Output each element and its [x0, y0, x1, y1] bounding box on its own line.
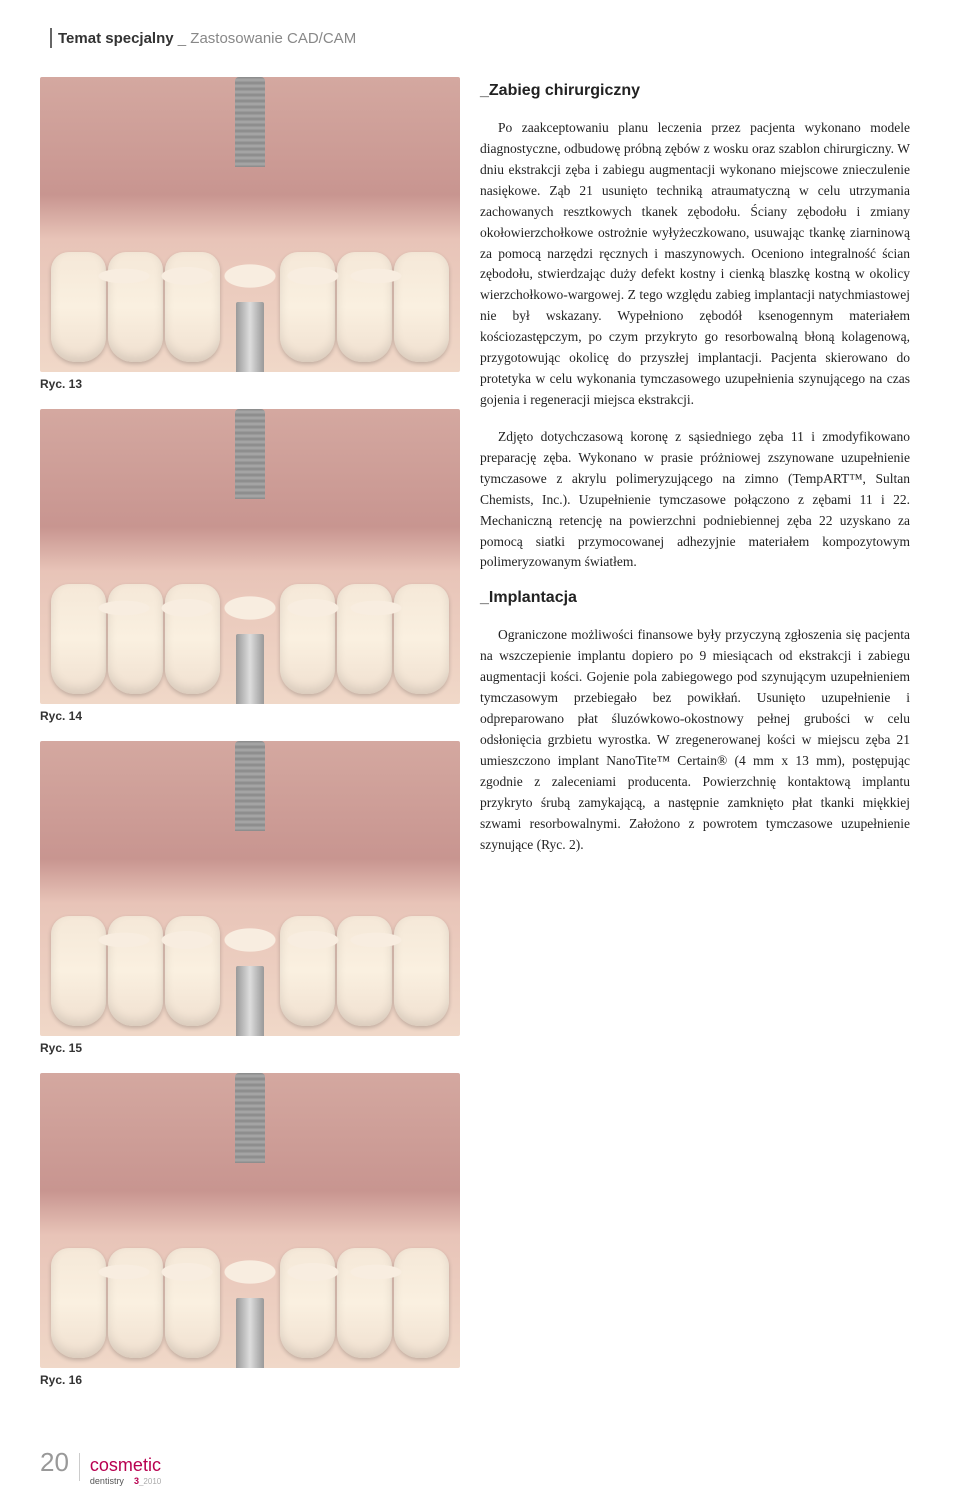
- implant-post-icon: [236, 966, 264, 1036]
- tooth-shape: [51, 252, 106, 362]
- tooth-gap: [222, 916, 277, 1026]
- tooth-shape: [108, 916, 163, 1026]
- tooth-shape: [51, 1248, 106, 1358]
- tooth-shape: [280, 252, 335, 362]
- tooth-shape: [337, 1248, 392, 1358]
- tooth-gap: [222, 584, 277, 694]
- figure-16-label: Ryc. 16: [40, 1373, 460, 1387]
- text-column: _Zabieg chirurgiczny Po zaakceptowaniu p…: [480, 77, 920, 1405]
- tooth-shape: [394, 916, 449, 1026]
- tooth-shape: [108, 584, 163, 694]
- header-accent-line: [50, 28, 52, 48]
- tooth-shape: [51, 916, 106, 1026]
- main-content: Ryc. 13 Ryc. 14: [40, 77, 920, 1405]
- journal-brand: cosmetic dentistry 3_2010: [90, 1456, 161, 1486]
- tooth-shape: [394, 252, 449, 362]
- figure-16-image: [40, 1073, 460, 1368]
- journal-subtitle-text: dentistry: [90, 1476, 124, 1486]
- tooth-shape: [165, 252, 220, 362]
- teeth-illustration: [40, 222, 460, 372]
- page-number: 20: [40, 1447, 69, 1478]
- tooth-shape: [165, 584, 220, 694]
- figure-15-label: Ryc. 15: [40, 1041, 460, 1055]
- section-heading-implantation: _Implantacja: [480, 589, 910, 607]
- header-topic: Zastosowanie CAD/CAM: [190, 30, 356, 47]
- tooth-shape: [394, 1248, 449, 1358]
- figure-14-image: [40, 409, 460, 704]
- figures-column: Ryc. 13 Ryc. 14: [40, 77, 460, 1405]
- teeth-illustration: [40, 1218, 460, 1368]
- tooth-shape: [108, 252, 163, 362]
- tooth-shape: [51, 584, 106, 694]
- tooth-shape: [165, 916, 220, 1026]
- header-category: Temat specjalny: [58, 30, 174, 47]
- teeth-illustration: [40, 886, 460, 1036]
- figure-14-label: Ryc. 14: [40, 709, 460, 723]
- tooth-shape: [280, 916, 335, 1026]
- page-header: Temat specjalny _ Zastosowanie CAD/CAM: [40, 30, 920, 47]
- teeth-illustration: [40, 554, 460, 704]
- figure-13-image: [40, 77, 460, 372]
- tooth-shape: [280, 1248, 335, 1358]
- page-footer: 20 cosmetic dentistry 3_2010: [40, 1447, 161, 1486]
- implant-post-icon: [236, 1298, 264, 1368]
- journal-year: _2010: [139, 1477, 161, 1486]
- figure-15-image: [40, 741, 460, 1036]
- implant-post-icon: [236, 302, 264, 372]
- tooth-shape: [337, 252, 392, 362]
- section-heading-surgery: _Zabieg chirurgiczny: [480, 82, 910, 100]
- tooth-shape: [108, 1248, 163, 1358]
- tooth-gap: [222, 252, 277, 362]
- paragraph-2: Zdjęto dotychczasową koronę z sąsiednieg…: [480, 427, 910, 573]
- tooth-shape: [165, 1248, 220, 1358]
- tooth-shape: [337, 916, 392, 1026]
- footer-divider: [79, 1453, 80, 1481]
- tooth-gap: [222, 1248, 277, 1358]
- figure-13-label: Ryc. 13: [40, 377, 460, 391]
- journal-subtitle: dentistry 3_2010: [90, 1476, 161, 1486]
- paragraph-3: Ograniczone możliwości finansowe były pr…: [480, 625, 910, 855]
- tooth-shape: [337, 584, 392, 694]
- header-separator: _: [174, 30, 191, 47]
- implant-post-icon: [236, 634, 264, 704]
- paragraph-1: Po zaakceptowaniu planu leczenia przez p…: [480, 118, 910, 411]
- tooth-shape: [394, 584, 449, 694]
- journal-title: cosmetic: [90, 1455, 161, 1475]
- tooth-shape: [280, 584, 335, 694]
